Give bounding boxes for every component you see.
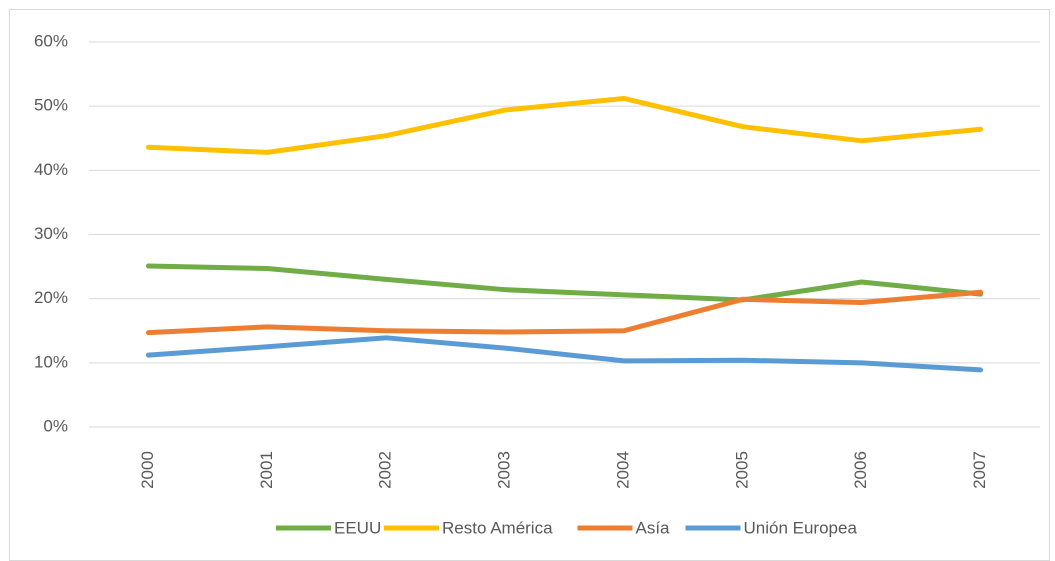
y-tick-label: 30% [34, 224, 68, 243]
legend-label: Asía [636, 518, 671, 537]
series-line [145, 335, 984, 373]
x-tick-label: 2006 [851, 451, 870, 489]
y-tick-label: 60% [34, 31, 68, 50]
series-line [145, 95, 984, 155]
series-line [145, 289, 984, 336]
y-tick-label: 10% [34, 352, 68, 371]
x-tick-label: 2000 [138, 451, 157, 489]
y-tick-label: 50% [34, 96, 68, 115]
x-tick-label: 2003 [495, 451, 514, 489]
x-tick-label: 2001 [257, 451, 276, 489]
y-tick-label: 20% [34, 288, 68, 307]
x-tick-label: 2002 [376, 451, 395, 489]
legend-label: Resto América [442, 518, 553, 537]
x-tick-label: 2004 [613, 451, 632, 489]
x-tick-label: 2007 [970, 451, 989, 489]
y-tick-label: 40% [34, 160, 68, 179]
legend-label: EEUU [334, 518, 381, 537]
x-tick-label: 2005 [732, 451, 751, 489]
y-tick-label: 0% [43, 416, 68, 435]
series-line [145, 263, 984, 303]
legend-label: Unión Europea [744, 518, 858, 537]
